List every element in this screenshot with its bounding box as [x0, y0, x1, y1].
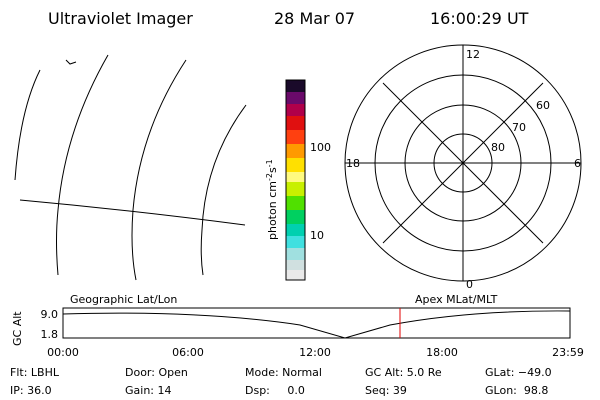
info: Mode: Normal: [245, 366, 322, 379]
colorbar-label: photon cm-2s-1: [265, 159, 279, 240]
y-label: 1.8: [41, 328, 59, 341]
x-label: 18:00: [426, 346, 458, 359]
info: Door: Open: [125, 366, 188, 379]
y-label: 9.0: [41, 308, 59, 321]
x-label: 06:00: [172, 346, 204, 359]
timeline-title: Apex MLat/MLT: [415, 293, 498, 306]
time: 16:00:29 UT: [430, 9, 529, 28]
colorbar: 100 10 photon cm-2s-1: [265, 79, 331, 281]
axis-label: GC Alt: [11, 311, 24, 346]
mlt-label: 12: [466, 48, 480, 61]
mlt-label: 6: [574, 157, 581, 170]
polar-plot: 12 18 6 0 60 70 80: [344, 44, 582, 291]
info-panel: Flt: LBHL Door: Open Mode: Normal GC Alt…: [10, 366, 552, 397]
mlt-label: 18: [346, 157, 360, 170]
info: Dsp: 0.0: [245, 384, 305, 397]
timeline: Geographic Lat/Lon Apex MLat/MLT GC Alt …: [11, 293, 584, 359]
info: GLon: 98.8: [485, 384, 548, 397]
info: GLat: −49.0: [485, 366, 552, 379]
colorbar-tick: 10: [310, 229, 324, 242]
timeline-title: Geographic Lat/Lon: [70, 293, 177, 306]
info: IP: 36.0: [10, 384, 52, 397]
date: 28 Mar 07: [274, 9, 355, 28]
lat-label: 60: [536, 99, 550, 112]
x-label: 12:00: [299, 346, 331, 359]
lat-label: 70: [512, 121, 526, 134]
info: Gain: 14: [125, 384, 172, 397]
x-label: 23:59: [552, 346, 584, 359]
mlt-label: 0: [466, 278, 473, 291]
lat-label: 80: [491, 141, 505, 154]
map-grid: [14, 54, 247, 281]
info: Seq: 39: [365, 384, 407, 397]
info: Flt: LBHL: [10, 366, 60, 379]
info: GC Alt: 5.0 Re: [365, 366, 442, 379]
colorbar-tick: 100: [310, 141, 331, 154]
title: Ultraviolet Imager: [48, 9, 193, 28]
x-label: 00:00: [47, 346, 79, 359]
